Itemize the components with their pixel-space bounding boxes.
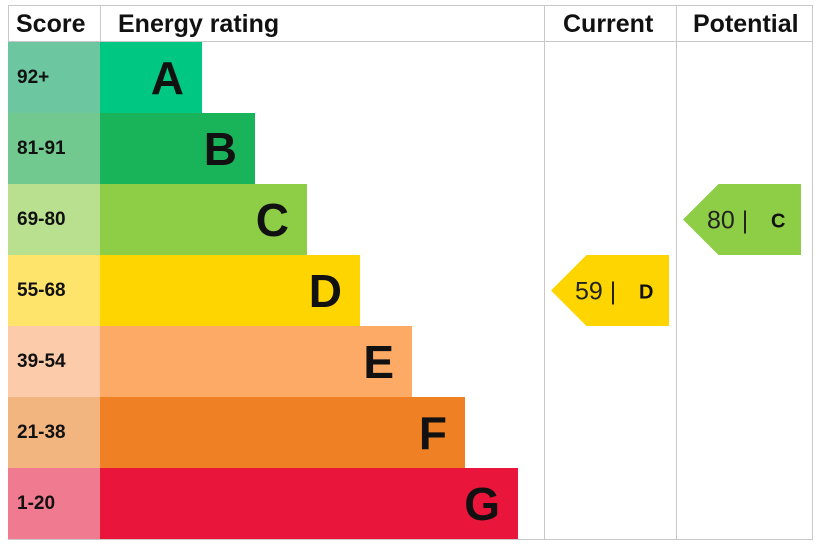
rating-bar-G: G [100, 468, 518, 539]
header-energy-rating: Energy rating [118, 10, 280, 38]
rating-bar-D: D [100, 255, 360, 326]
gridline [544, 5, 545, 540]
header-current: Current [563, 10, 654, 38]
gridline [8, 5, 812, 6]
potential-rating-arrow: 80 | C [683, 184, 801, 255]
header-score: Score [16, 10, 86, 38]
current-arrow-shape [551, 255, 669, 326]
rating-bar-E: E [100, 326, 412, 397]
score-range-C: 69-80 [8, 184, 100, 255]
current-rating-arrow: 59 | D [551, 255, 669, 326]
gridline [8, 539, 812, 540]
score-range-E: 39-54 [8, 326, 100, 397]
gridline [812, 5, 813, 540]
gridline [676, 5, 677, 540]
score-range-D: 55-68 [8, 255, 100, 326]
score-range-F: 21-38 [8, 397, 100, 468]
score-range-A: 92+ [8, 42, 100, 113]
potential-score-value: 80 | [707, 207, 748, 235]
potential-rating-letter: C [771, 211, 785, 233]
gridline [8, 41, 812, 42]
score-range-G: 1-20 [8, 468, 100, 539]
rating-bar-F: F [100, 397, 465, 468]
rating-bar-A: A [100, 42, 202, 113]
rating-bar-B: B [100, 113, 255, 184]
header-potential: Potential [693, 10, 799, 38]
current-score-value: 59 | [575, 278, 616, 306]
score-range-B: 81-91 [8, 113, 100, 184]
rating-bar-C: C [100, 184, 307, 255]
current-rating-letter: D [639, 282, 653, 304]
potential-arrow-shape [683, 184, 801, 255]
